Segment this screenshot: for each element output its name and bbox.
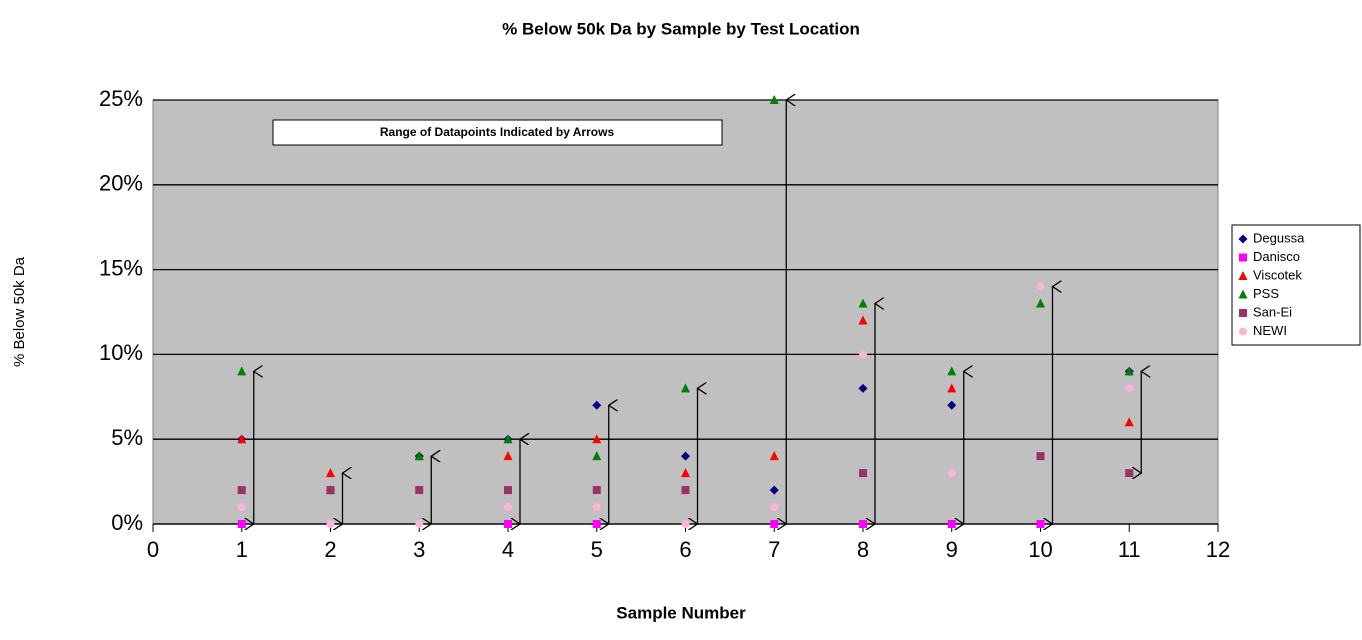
point — [504, 520, 512, 528]
legend-marker — [1238, 289, 1248, 299]
point — [504, 503, 512, 512]
point — [326, 468, 335, 478]
point — [237, 486, 246, 495]
x-tick-label: 3 — [413, 537, 425, 562]
legend-label: San-Ei — [1253, 304, 1292, 319]
y-tick-label: 25% — [99, 86, 143, 111]
x-tick-label: 2 — [324, 537, 336, 562]
point — [415, 486, 424, 495]
point — [681, 486, 690, 495]
y-tick-label: 20% — [99, 171, 143, 196]
legend-label: NEWI — [1253, 323, 1287, 338]
legend-label: PSS — [1253, 286, 1279, 301]
y-tick-label: 0% — [111, 510, 143, 535]
point — [858, 383, 868, 393]
x-axis-label: Sample Number — [616, 603, 746, 622]
point — [1036, 452, 1045, 461]
point — [681, 468, 690, 478]
point — [1125, 384, 1134, 393]
point — [1124, 366, 1134, 376]
y-tick-label: 5% — [111, 425, 143, 450]
point — [592, 434, 602, 444]
point — [237, 520, 246, 528]
point — [859, 350, 867, 359]
point — [414, 451, 424, 461]
point — [592, 520, 601, 528]
x-tick-label: 1 — [236, 537, 248, 562]
point — [415, 520, 424, 528]
legend-marker — [1238, 234, 1248, 244]
point — [770, 503, 779, 512]
x-tick-label: 0 — [147, 537, 159, 562]
x-tick-label: 6 — [679, 537, 691, 562]
point — [947, 383, 957, 393]
point — [947, 520, 956, 528]
point — [859, 520, 867, 528]
point — [237, 434, 247, 444]
point — [1125, 469, 1134, 478]
chart-title: % Below 50k Da by Sample by Test Locatio… — [502, 19, 860, 38]
x-tick-label: 11 — [1118, 537, 1141, 562]
point — [1124, 417, 1134, 427]
point — [769, 95, 779, 104]
point — [681, 451, 690, 461]
x-tick-label: 10 — [1028, 537, 1052, 562]
x-tick-label: 12 — [1206, 537, 1230, 562]
point — [859, 469, 867, 478]
point — [681, 520, 690, 528]
x-tick-label: 8 — [857, 537, 869, 562]
legend-label: Degussa — [1253, 230, 1305, 245]
point — [947, 366, 957, 376]
annotation: Range of Datapoints Indicated by Arrows — [380, 125, 615, 139]
point — [503, 434, 513, 444]
point — [592, 503, 601, 512]
point — [947, 469, 956, 478]
point — [326, 486, 335, 495]
x-tick-label: 5 — [591, 537, 603, 562]
legend-marker — [1239, 309, 1247, 317]
legend-marker — [1239, 253, 1247, 262]
point — [326, 520, 335, 528]
point — [592, 400, 602, 410]
point — [504, 486, 512, 495]
point — [769, 485, 779, 495]
legend-marker — [1239, 327, 1247, 336]
x-tick-label: 7 — [768, 537, 780, 562]
y-axis-label: % Below 50k Da — [11, 256, 28, 367]
point — [1036, 520, 1045, 528]
point — [681, 383, 690, 393]
y-tick-label: 10% — [99, 340, 143, 365]
point — [858, 315, 868, 325]
point — [592, 451, 602, 461]
point — [237, 366, 247, 376]
legend-label: Viscotek — [1253, 267, 1302, 282]
point — [503, 451, 513, 461]
point — [947, 400, 957, 410]
annotation-box — [272, 119, 723, 146]
point — [1036, 298, 1045, 308]
point — [769, 451, 779, 461]
legend-marker — [1238, 271, 1248, 280]
point — [237, 503, 246, 512]
point — [592, 486, 601, 495]
x-tick-label: 9 — [946, 537, 958, 562]
y-tick-label: 15% — [99, 255, 143, 280]
point — [770, 520, 779, 528]
point — [858, 298, 868, 308]
x-tick-label: 4 — [502, 537, 514, 562]
legend-label: Danisco — [1253, 249, 1300, 264]
legend-box — [1231, 224, 1361, 346]
point — [1036, 282, 1045, 291]
